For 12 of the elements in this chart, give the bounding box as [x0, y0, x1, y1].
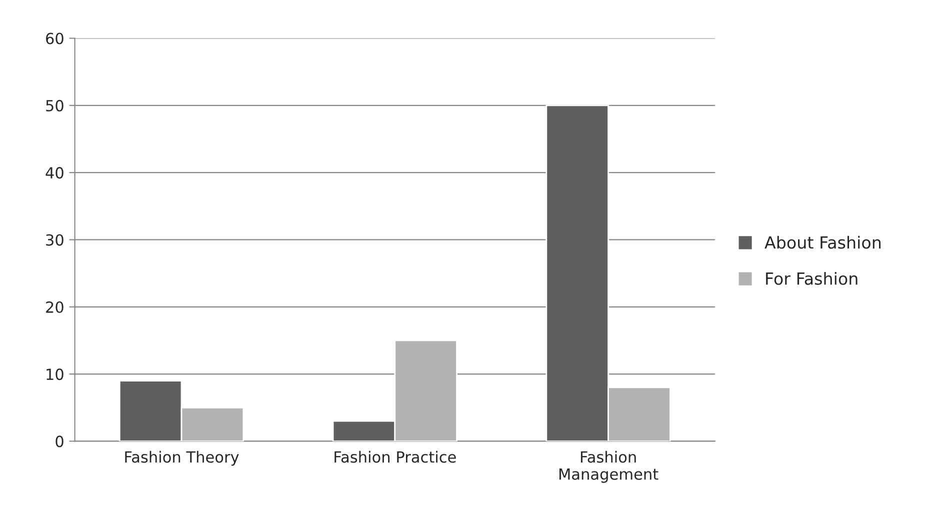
- legend-label: About Fashion: [764, 236, 881, 249]
- x-tick-label: Fashion Theory: [125, 450, 239, 466]
- x-tick-label: Fashion Management: [559, 450, 658, 483]
- y-tick-label: 30: [46, 234, 64, 246]
- y-tick-label: 50: [46, 100, 64, 112]
- y-tick-label: 40: [46, 167, 64, 179]
- y-tick-label: 60: [46, 32, 64, 44]
- legend-label: For Fashion: [766, 272, 858, 285]
- x-tick-label: Fashion Practice: [334, 450, 456, 463]
- y-tick-label: 20: [46, 301, 64, 313]
- y-tick-label: 0: [56, 436, 64, 448]
- y-tick-label: 10: [46, 368, 64, 380]
